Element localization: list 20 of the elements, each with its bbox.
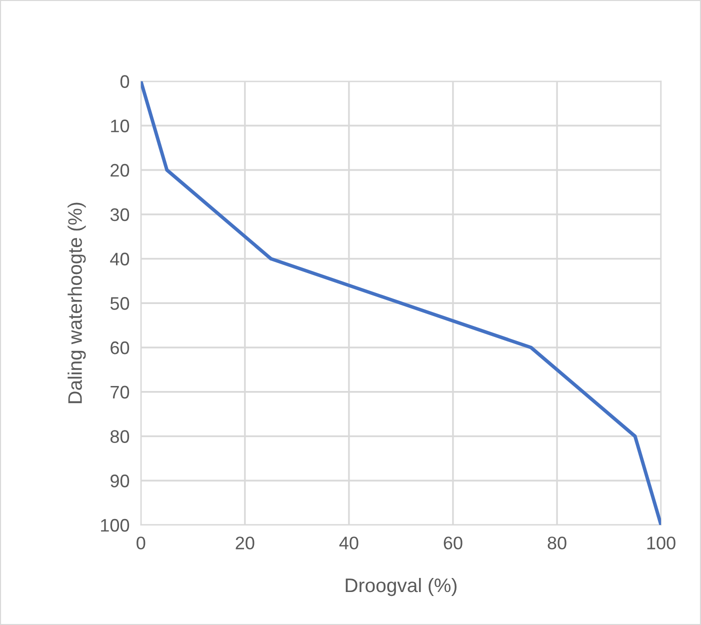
y-tick-label: 70: [110, 386, 130, 399]
y-tick-label: 20: [110, 164, 130, 177]
x-tick-label: 20: [236, 536, 254, 550]
x-tick-label: 100: [647, 536, 676, 550]
y-tick-label: 90: [110, 474, 130, 488]
x-tick-label: 0: [136, 536, 146, 550]
y-tick-label: 80: [110, 430, 130, 443]
x-axis-title: Droogval (%): [346, 578, 456, 596]
x-tick-label: 80: [548, 536, 566, 550]
y-tick-label: 30: [110, 208, 130, 222]
y-tick-label: 50: [110, 297, 130, 310]
x-tick-label: 40: [339, 536, 358, 550]
y-tick-label: 40: [110, 252, 130, 266]
line-series: [140, 81, 662, 525]
y-tick-label: 100: [101, 518, 130, 532]
y-tick-label: 0: [120, 75, 130, 88]
y-tick-label: 10: [111, 120, 130, 132]
y-tick-label: 60: [110, 341, 130, 354]
y-axis-title: Daling waterhoogte (%): [68, 202, 86, 404]
x-tick-label: 60: [444, 536, 462, 550]
